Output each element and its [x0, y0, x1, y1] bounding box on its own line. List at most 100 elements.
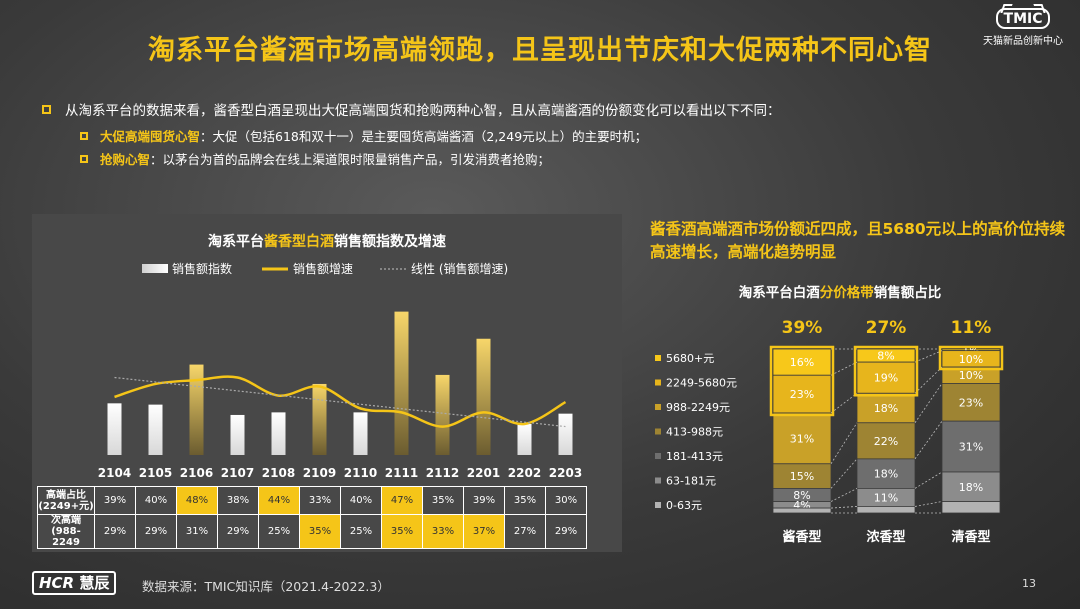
share-segment: [856, 361, 916, 394]
share-segment-label: 31%: [959, 441, 983, 454]
share-connector: [914, 420, 943, 460]
share-connector: [914, 501, 943, 507]
hcr-logo-mark: HCR 慧辰: [32, 571, 117, 595]
bullet-sub-2: 抢购心智：以茅台为首的品牌会在线上渠道限时限量销售产品，引发消费者抢购；: [80, 149, 550, 168]
index-bar: [148, 404, 163, 455]
index-bar: [394, 311, 409, 455]
share-highlight-box: [938, 345, 1004, 371]
x-tick-label: 2112: [426, 466, 459, 480]
share-segment-label: 16%: [790, 356, 814, 369]
table-cell: 33%: [422, 514, 464, 549]
share-segment-label: 18%: [959, 481, 983, 494]
x-tick-label: 2104: [98, 466, 131, 480]
share-legend-swatch: [655, 355, 661, 361]
share-chart-title-post: 销售额占比: [873, 285, 942, 301]
share-chart-title: 淘系平台白酒分价格带销售额占比: [690, 281, 990, 301]
share-segment: [856, 458, 916, 489]
share-segment-label: 19%: [874, 372, 898, 385]
share-connector: [830, 506, 858, 509]
table-cell: 29%: [217, 514, 259, 549]
index-bar: [271, 412, 286, 455]
share-legend-swatch: [655, 502, 661, 508]
table-cell: 35%: [381, 514, 423, 549]
bullet-square-icon: [80, 131, 88, 140]
data-source: 数据来源：TMIC知识库（2021.4-2022.3）: [142, 579, 390, 594]
hcr-logo-cn: 慧辰: [79, 574, 110, 592]
share-legend-label: 2249-5680元: [666, 377, 737, 390]
share-legend-swatch: [655, 477, 661, 484]
share-segment-label: 8%: [793, 489, 810, 502]
row2-header: 次高端 (988-2249: [37, 514, 95, 549]
growth-line: [114, 375, 567, 428]
share-connector: [914, 471, 943, 489]
share-legend-swatch: [655, 428, 661, 435]
table-cell: 25%: [258, 514, 300, 549]
legend-index-label: 销售额指数: [172, 261, 232, 276]
x-tick-label: 2108: [262, 466, 295, 480]
tmic-logo-subtitle: 天猫新品创新中心: [983, 36, 1063, 47]
table-cell: 40%: [340, 486, 382, 515]
tmic-logo-mark: TMIC: [995, 8, 1051, 29]
share-highlight-box: [769, 345, 835, 417]
x-tick-label: 2107: [221, 466, 254, 480]
x-tick-label: 2111: [385, 466, 418, 480]
hcr-logo: HCR 慧辰: [32, 571, 117, 595]
row2-label-a: 次高端: [51, 515, 81, 526]
x-tick-label: 2203: [549, 466, 582, 480]
legend-growth-label: 销售额增速: [293, 261, 353, 276]
share-connector: [830, 422, 858, 465]
share-segment-label: 18%: [874, 402, 898, 415]
share-segment-label: 10%: [959, 369, 983, 382]
share-segment-label: 18%: [874, 468, 898, 481]
x-tick-label: 2105: [139, 466, 172, 480]
index-bar: [312, 383, 327, 455]
page-number: 13: [1022, 577, 1036, 590]
share-segment-label: 15%: [790, 470, 814, 483]
x-tick-label: 2201: [467, 466, 500, 480]
share-segment: [941, 501, 1001, 514]
share-segment: [772, 374, 832, 414]
tmic-logo: TMIC 天猫新品创新中心: [978, 8, 1068, 47]
page-title: 淘系平台酱酒市场高端领跑，且呈现出节庆和大促两种不同心智: [148, 35, 932, 66]
trend-line: [114, 376, 566, 428]
share-legend-label: 5680+元: [666, 352, 714, 365]
table-cell: 37%: [463, 514, 505, 549]
table-cell: 33%: [299, 486, 341, 515]
share-category-label: 清香型: [951, 529, 990, 545]
bullet-sub-2-label: 抢购心智: [100, 152, 151, 167]
bullet-sub-1-label: 大促高端囤货心智: [100, 129, 201, 144]
row1-label-a: 高端占比: [46, 489, 86, 501]
table-cell: 27%: [504, 514, 546, 549]
share-connector: [830, 392, 858, 414]
x-tick-label: 2202: [508, 466, 541, 480]
table-cell: 35%: [422, 486, 464, 515]
bullet-main: 从淘系平台的数据来看，酱香型白酒呈现出大促高端囤货和抢购两种心智，且从高端酱酒的…: [42, 99, 781, 119]
bullet-sub-1: 大促高端囤货心智：大促（包括618和双十一）是主要囤货高端酱酒（2,249元以上…: [80, 126, 647, 145]
index-bar: [353, 412, 368, 455]
share-connector: [830, 458, 858, 489]
table-cell: 35%: [504, 486, 546, 515]
share-highlight-box: [853, 345, 919, 397]
table-cell: 35%: [299, 514, 341, 549]
share-total-label: 27%: [866, 318, 907, 338]
bullet-main-text: 从淘系平台的数据来看，酱香型白酒呈现出大促高端囤货和抢购两种心智，且从高端酱酒的…: [65, 103, 781, 119]
index-bar: [558, 413, 573, 455]
index-bar: [230, 414, 245, 455]
table-cell: 29%: [135, 514, 177, 549]
table-row: 高端占比 (2249+元) 39% 40% 48% 38% 44% 33% 40% 47% 35%…: [37, 486, 587, 515]
index-chart-title: 淘系平台酱香型白酒销售额指数及增速: [32, 231, 622, 251]
table-cell: 39%: [94, 486, 136, 515]
share-chart-title-hl: 分价格带: [819, 285, 874, 301]
share-segment-label: 22%: [874, 435, 898, 448]
share-legend-swatch: [655, 404, 661, 410]
share-category-label: 浓香型: [866, 529, 905, 545]
right-headline: 酱香酒高端酒市场份额近四成，且5680元以上的高价位持续高速增长，高端化趋势明显: [650, 220, 1066, 261]
share-segment: [856, 506, 916, 514]
table-cell: 38%: [217, 486, 259, 515]
share-segment: [856, 422, 916, 460]
share-total-label: 11%: [951, 318, 992, 338]
index-bar: [435, 374, 450, 455]
index-bar: [107, 403, 122, 455]
share-chart-title-pre: 淘系平台白酒: [738, 285, 820, 301]
